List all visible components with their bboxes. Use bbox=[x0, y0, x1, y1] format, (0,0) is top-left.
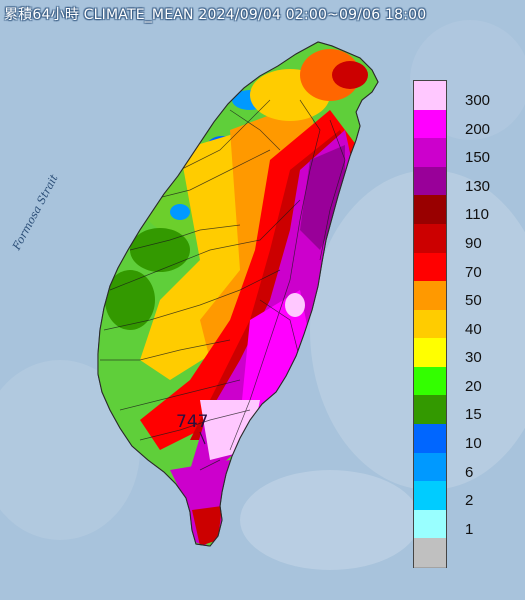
max-rainfall-label: 747 bbox=[176, 412, 209, 432]
legend-label: 6 bbox=[465, 463, 474, 481]
legend-label: 50 bbox=[465, 292, 482, 310]
legend-swatch bbox=[414, 166, 446, 197]
map-title: 累積64小時 CLIMATE_MEAN 2024/09/04 02:00~09/… bbox=[4, 7, 427, 23]
legend-swatch bbox=[414, 452, 446, 483]
legend-swatch bbox=[414, 252, 446, 283]
legend-swatch bbox=[414, 509, 446, 540]
legend-label: 1 bbox=[465, 520, 474, 538]
legend-swatch bbox=[414, 309, 446, 340]
legend-swatch bbox=[414, 138, 446, 168]
legend-label: 90 bbox=[465, 234, 482, 252]
legend-label: 20 bbox=[465, 377, 482, 395]
legend-swatch bbox=[414, 538, 446, 568]
legend-label: 15 bbox=[465, 406, 482, 424]
legend-label: 2 bbox=[465, 492, 474, 510]
legend-label: 30 bbox=[465, 349, 482, 367]
cloud-texture bbox=[240, 470, 420, 570]
legend-swatch bbox=[414, 109, 446, 140]
legend-swatch bbox=[414, 195, 446, 225]
legend-label: 110 bbox=[465, 206, 489, 224]
max-marker-line bbox=[199, 431, 206, 445]
legend-swatch bbox=[414, 338, 446, 368]
legend-swatch bbox=[414, 223, 446, 254]
legend-swatch bbox=[414, 366, 446, 397]
rainfall-legend bbox=[413, 80, 447, 568]
cloud-texture bbox=[0, 360, 140, 540]
legend-swatch bbox=[414, 481, 446, 511]
boundary-lines bbox=[100, 99, 346, 471]
legend-swatch bbox=[414, 81, 446, 111]
legend-label: 40 bbox=[465, 320, 482, 338]
legend-label: 130 bbox=[465, 177, 491, 195]
legend-label: 200 bbox=[465, 120, 491, 138]
legend-swatch bbox=[414, 424, 446, 454]
legend-swatch bbox=[414, 281, 446, 311]
legend-label: 300 bbox=[465, 92, 491, 109]
legend-label: 70 bbox=[465, 263, 482, 281]
legend-label: 10 bbox=[465, 435, 482, 453]
legend-label: 150 bbox=[465, 149, 491, 167]
legend-swatch bbox=[414, 395, 446, 426]
